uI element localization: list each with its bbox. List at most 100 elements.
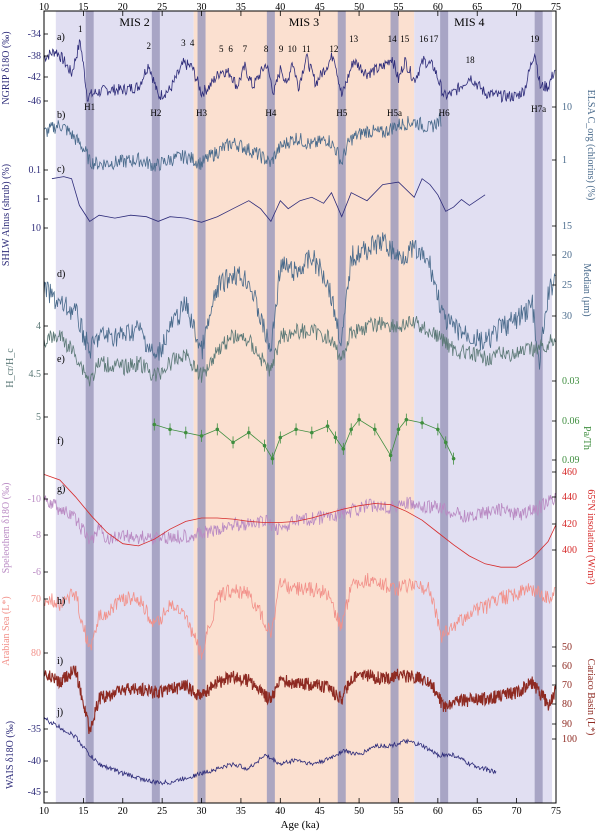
data-point	[357, 417, 361, 422]
data-point	[341, 447, 346, 451]
panel-letter: f)	[57, 436, 64, 447]
x-tick-label: 10	[39, 2, 49, 13]
x-tick-label: 35	[236, 806, 246, 817]
panel-letter: b)	[57, 110, 65, 121]
data-point	[388, 453, 393, 458]
data-point	[215, 427, 220, 432]
heinrich-band	[534, 11, 543, 803]
y-tick-label: 70	[31, 594, 41, 605]
interstadial-label: 11	[302, 44, 311, 54]
heinrich-label: H7a	[531, 104, 546, 114]
panel-letter: d)	[57, 269, 65, 280]
y-tick-label: 20	[562, 250, 572, 261]
interstadial-label: 17	[429, 34, 439, 44]
y-tick-label: 30	[562, 311, 572, 322]
x-tick-label: 75	[551, 2, 561, 13]
data-point	[183, 430, 188, 435]
heinrich-label: H5a	[387, 108, 402, 118]
data-point	[451, 456, 456, 461]
axis-label-h: Arabian Sea (L*)	[1, 596, 12, 665]
panel-letter: h)	[57, 596, 65, 607]
data-point	[152, 422, 157, 427]
data-point	[404, 417, 409, 422]
y-tick-label: 80	[562, 699, 572, 710]
data-point	[231, 440, 235, 445]
y-tick-label: -35	[28, 724, 41, 735]
panel-letter: a)	[57, 32, 65, 43]
series-line-d	[43, 232, 556, 370]
y-tick-label: 90	[562, 719, 572, 730]
y-tick-label: 1	[562, 155, 567, 166]
axis-label-a: NGRIP δ18O (‰)	[1, 31, 12, 104]
x-tick-label: 25	[157, 2, 167, 13]
x-tick-label: 20	[118, 806, 128, 817]
y-tick-label: 15	[562, 221, 572, 232]
y-tick-label: -10	[28, 494, 41, 505]
x-tick-label: 45	[315, 806, 325, 817]
panel-letter: c)	[57, 164, 65, 175]
x-tick-label: 60	[433, 2, 443, 13]
x-tick-label: 70	[512, 806, 522, 817]
data-point	[262, 443, 267, 448]
interstadial-label: 6	[228, 44, 233, 54]
x-tick-label: 10	[39, 806, 49, 817]
heinrich-label: H6	[439, 108, 450, 118]
data-point	[278, 435, 283, 440]
axis-label-g_insolation: 65°N insolation (W/m²)	[585, 489, 596, 584]
series-line-e	[43, 315, 556, 387]
panel-letter: i)	[57, 656, 63, 667]
data-point	[373, 427, 377, 432]
y-tick-label: 80	[31, 648, 41, 659]
x-tick-label: 50	[354, 2, 364, 13]
interstadial-label: 7	[243, 44, 248, 54]
interstadial-label: 4	[190, 38, 195, 48]
data-point	[294, 427, 298, 432]
y-tick-label: 400	[562, 545, 577, 556]
data-point	[270, 456, 275, 461]
data-point	[247, 430, 251, 435]
axis-label-i: Cariaco Basin (L*)	[585, 659, 596, 736]
interstadial-label: 12	[329, 44, 338, 54]
data-point	[443, 440, 448, 445]
x-tick-label: 55	[393, 2, 403, 13]
series-line-g_insolation	[43, 474, 557, 568]
y-tick-label: 60	[562, 661, 572, 672]
y-tick-label: -38	[28, 51, 41, 62]
heinrich-band	[197, 11, 206, 803]
x-tick-label: 55	[393, 806, 403, 817]
heinrich-label: H4	[265, 108, 276, 118]
data-point	[396, 427, 401, 432]
panel-letter: g)	[57, 484, 65, 495]
axis-label-e: H_cr/H_c	[5, 348, 16, 388]
stage-band	[414, 11, 525, 803]
series-line-i	[43, 665, 557, 734]
y-tick-label: 4.5	[29, 369, 42, 380]
interstadial-label: 13	[349, 34, 359, 44]
stage-label: MIS 2	[119, 15, 149, 29]
plot-frame	[43, 10, 557, 804]
x-tick-label: 25	[157, 806, 167, 817]
x-tick-label: 30	[197, 2, 207, 13]
y-tick-label: 0.06	[562, 416, 580, 427]
y-tick-label: 0.09	[562, 455, 580, 466]
x-tick-label: 45	[315, 2, 325, 13]
x-tick-label: 15	[78, 806, 88, 817]
x-tick-label: 30	[197, 806, 207, 817]
interstadial-label: 5	[219, 44, 224, 54]
data-point	[349, 427, 354, 432]
x-tick-label: 35	[236, 2, 246, 13]
heinrich-label: H3	[196, 108, 207, 118]
stage-band	[55, 11, 76, 803]
y-tick-label: 50	[562, 642, 572, 653]
heinrich-band	[85, 11, 94, 803]
x-tick-label: 15	[78, 2, 88, 13]
x-tick-label: 20	[118, 2, 128, 13]
axis-label-j: WAIS δ18O (‰)	[5, 721, 16, 789]
y-tick-label: -8	[33, 530, 41, 541]
y-tick-label: -34	[28, 29, 41, 40]
interstadial-label: 14	[388, 34, 398, 44]
heinrich-band	[390, 11, 399, 803]
x-tick-label: 65	[472, 806, 482, 817]
